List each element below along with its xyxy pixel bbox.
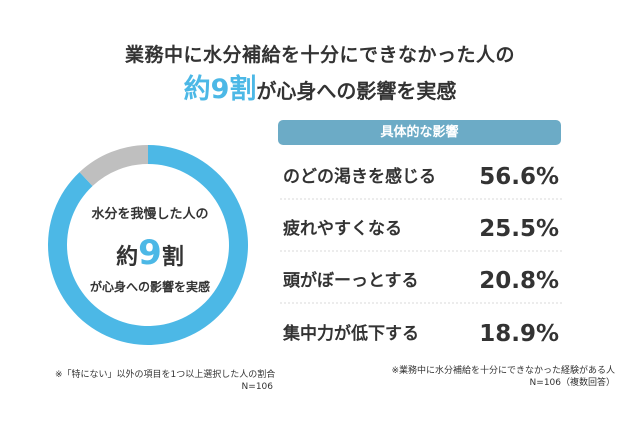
table-row: のどの渇きを感じる 56.6% bbox=[283, 159, 563, 195]
table-row: 疲れやすくなる 25.5% bbox=[283, 211, 563, 247]
table-row: 頭がぼーっとする 20.8% bbox=[283, 263, 563, 299]
note-right-line2: N=106（複数回答） bbox=[529, 378, 615, 388]
note-left-line2: N=106 bbox=[241, 382, 273, 392]
row-label: 集中力が低下する bbox=[283, 324, 419, 344]
row-label: 疲れやすくなる bbox=[283, 219, 402, 239]
row-label: のどの渇きを感じる bbox=[283, 167, 436, 187]
donut-center-prefix: 約 bbox=[116, 245, 139, 270]
donut-slice-1 bbox=[79, 145, 148, 186]
title-line1: 業務中に水分補給を十分にできなかった人の bbox=[124, 44, 515, 66]
impact-table-header: 具体的な影響 bbox=[278, 120, 561, 145]
row-value: 56.6% bbox=[479, 164, 559, 190]
title-highlight: 約9割 bbox=[183, 74, 257, 105]
note-left-line1: ※「特にない」以外の項目を1つ以上選択した人の割合 bbox=[55, 370, 276, 380]
table-row: 集中力が低下する 18.9% bbox=[283, 316, 563, 352]
row-value: 25.5% bbox=[479, 216, 559, 242]
row-value: 20.8% bbox=[479, 268, 559, 294]
title-rest: が心身への影響を実感 bbox=[256, 79, 457, 103]
donut-center-number: 9 bbox=[138, 233, 162, 273]
donut-center-suffix: 割 bbox=[161, 245, 184, 270]
note-left: ※「特にない」以外の項目を1つ以上選択した人の割合 N=106 bbox=[55, 369, 276, 393]
row-value: 18.9% bbox=[479, 321, 559, 347]
donut-center-line3: が心身への影響を実感 bbox=[89, 280, 210, 294]
donut-center-line1: 水分を我慢した人の bbox=[91, 207, 209, 222]
title-line2: 約9割が心身への影響を実感 bbox=[0, 67, 640, 106]
note-right-line1: ※業務中に水分補給を十分にできなかった経験がある人 bbox=[391, 366, 615, 376]
row-label: 頭がぼーっとする bbox=[283, 271, 419, 291]
donut-center-line2: 約9割 bbox=[70, 233, 230, 273]
note-right: ※業務中に水分補給を十分にできなかった経験がある人 N=106（複数回答） bbox=[391, 365, 615, 389]
